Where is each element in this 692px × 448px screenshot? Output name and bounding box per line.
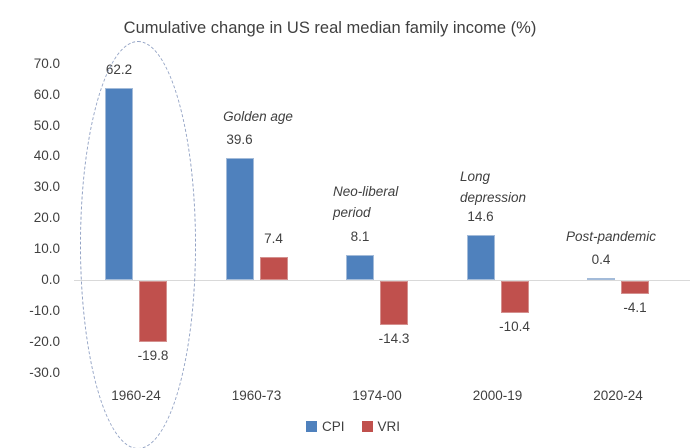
y-axis-tick-label: 20.0 <box>33 210 60 226</box>
category-label: 2020-24 <box>593 388 643 403</box>
data-label: -19.8 <box>137 348 169 364</box>
x-axis-line <box>74 280 690 281</box>
y-axis-tick-label: -10.0 <box>29 302 60 318</box>
cpi-bar-2000-19 <box>466 234 495 280</box>
data-label: 0.4 <box>591 252 611 267</box>
vri-bar-1974-00 <box>380 281 408 326</box>
y-axis-tick-label: -30.0 <box>29 364 60 380</box>
legend: CPI VRI <box>14 419 692 434</box>
data-label: 8.1 <box>350 228 370 244</box>
cpi-bar-2020-24 <box>587 278 615 280</box>
data-label: 14.6 <box>467 208 494 224</box>
category-label: 2000-19 <box>472 388 523 403</box>
data-label: 7.4 <box>264 231 283 247</box>
y-axis-tick-label: 30.0 <box>33 179 60 195</box>
category-label: 1960-24 <box>111 388 161 403</box>
vri-bar-1960-73 <box>259 257 288 280</box>
highlight-ellipse <box>80 41 196 448</box>
y-axis-tick-label: 0.0 <box>41 272 60 287</box>
annotation-label: Long depression <box>460 169 527 205</box>
chart-title: Cumulative change in US real median fami… <box>123 19 537 37</box>
legend-item-vri: VRI <box>361 419 401 434</box>
legend-label: VRI <box>377 419 401 434</box>
legend-swatch-icon <box>361 421 373 432</box>
annotation-label: Post-pandemic <box>566 229 657 244</box>
y-axis-tick-label: 70.0 <box>33 55 60 71</box>
y-axis-tick-label: 10.0 <box>33 241 60 257</box>
y-axis-tick-label: 40.0 <box>33 148 60 164</box>
data-label: -14.3 <box>378 331 410 347</box>
y-axis-tick-label: -20.0 <box>29 333 60 349</box>
legend-label: CPI <box>321 419 345 434</box>
data-label: -4.1 <box>623 299 647 315</box>
y-axis-tick-label: 50.0 <box>33 117 60 133</box>
cpi-bar-1974-00 <box>346 254 374 280</box>
annotation-label: Golden age <box>223 109 293 124</box>
category-label: 1974-00 <box>352 388 402 403</box>
legend-swatch-icon <box>305 421 317 432</box>
cpi-bar-1960-73 <box>225 157 254 280</box>
vri-bar-2020-24 <box>621 281 649 294</box>
vri-bar-2000-19 <box>500 281 529 314</box>
y-axis-tick-label: 60.0 <box>33 86 60 102</box>
legend-item-cpi: CPI <box>305 419 345 434</box>
vri-bar-1960-24 <box>139 281 167 343</box>
data-label: -10.4 <box>499 319 530 335</box>
annotation-label: Neo-liberal period <box>333 184 399 220</box>
data-label: 62.2 <box>105 61 133 77</box>
cpi-bar-1960-24 <box>105 87 133 280</box>
data-label: 39.6 <box>226 131 253 147</box>
category-label: 1960-73 <box>231 388 282 403</box>
